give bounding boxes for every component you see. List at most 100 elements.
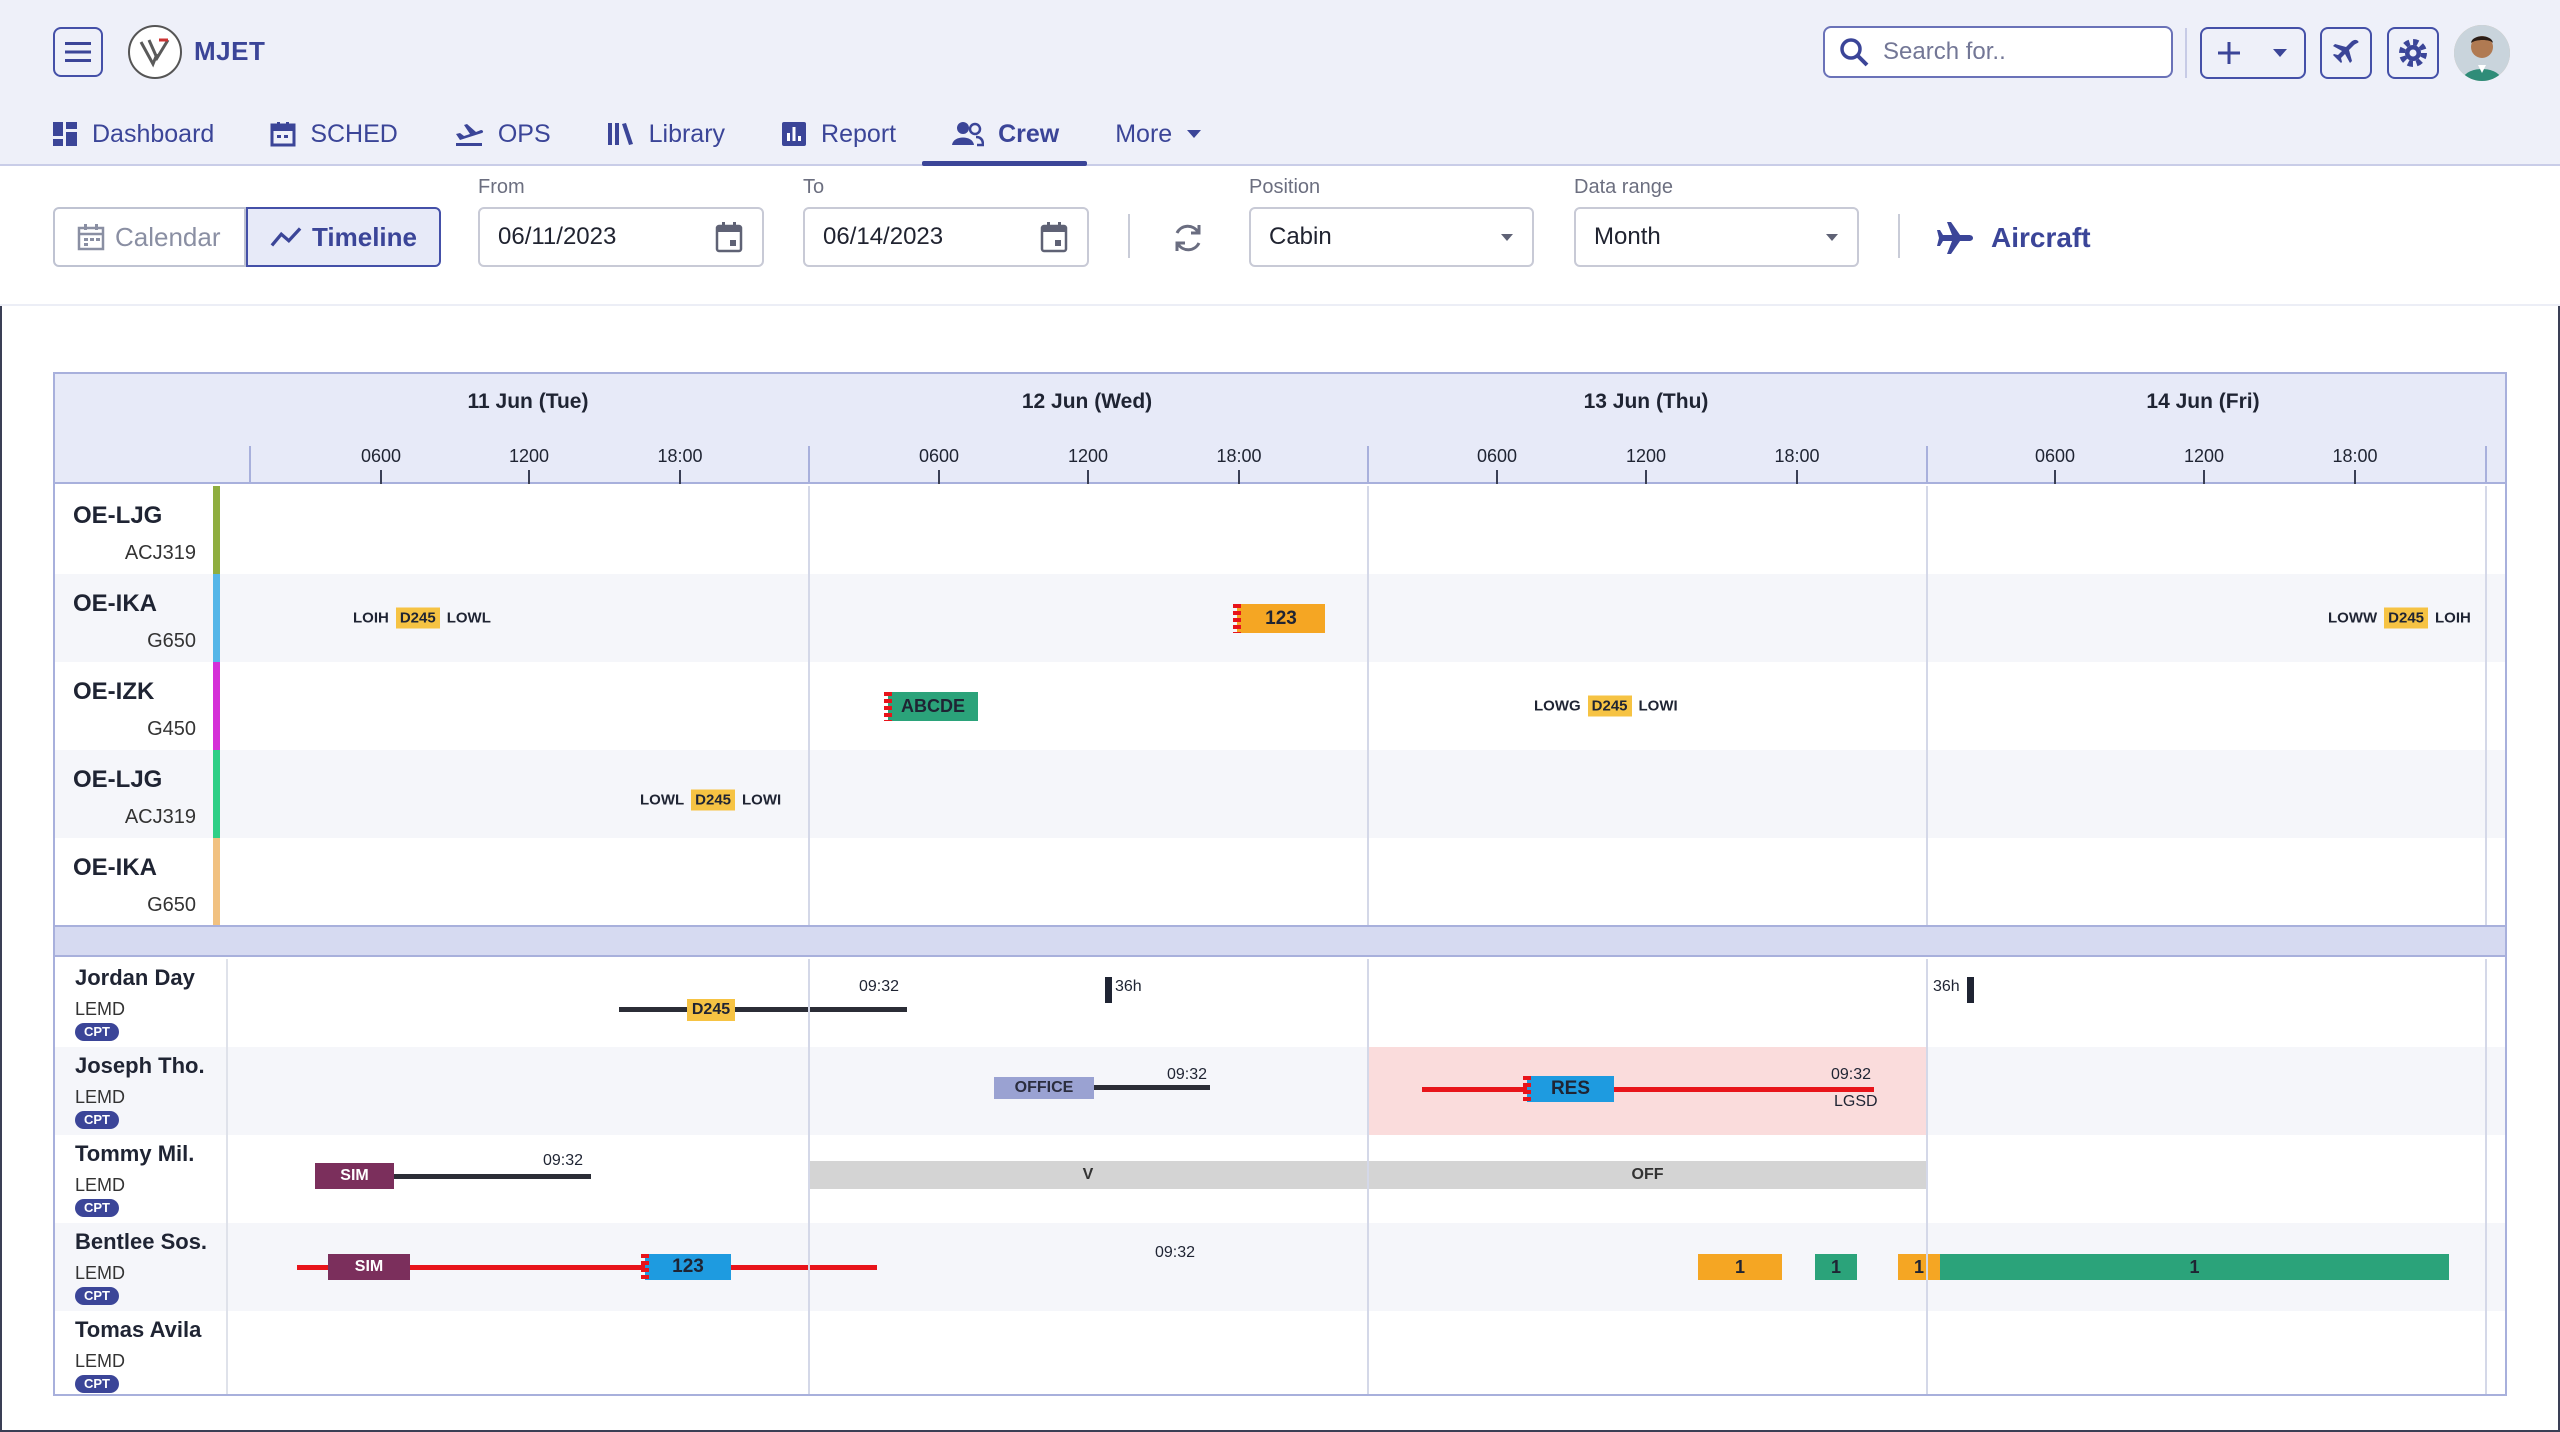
airplane-icon — [2333, 39, 2359, 63]
aircraft-color-strip — [213, 662, 220, 750]
tab-dashboard[interactable]: Dashboard — [52, 108, 214, 160]
hour-label: 18:00 — [657, 446, 703, 466]
day-divider — [1926, 446, 1928, 484]
crew-label-cell[interactable]: Jordan Day LEMD CPT — [55, 959, 228, 1047]
aircraft-label-cell[interactable]: OE-IKA G650 — [55, 838, 220, 926]
tab-sched[interactable]: SCHED — [270, 108, 398, 160]
aircraft-color-strip — [213, 574, 220, 662]
hour-tick — [1238, 470, 1240, 484]
search-box[interactable] — [1823, 26, 2173, 78]
aircraft-label-cell[interactable]: OE-LJG ACJ319 — [55, 486, 220, 574]
duty-chip[interactable]: RES — [1523, 1076, 1614, 1102]
duty-time: 09:32 — [1155, 1244, 1196, 1261]
aircraft-reg: OE-IZK — [73, 678, 155, 705]
aircraft-type: ACJ319 — [124, 542, 196, 564]
duty-chip[interactable]: 123 — [641, 1254, 731, 1280]
flight-button[interactable] — [2320, 27, 2372, 79]
flight-code: D245 — [395, 607, 440, 629]
flight-chip[interactable]: 123 — [1233, 604, 1325, 633]
duty-chip[interactable]: 1 — [1815, 1254, 1857, 1280]
duty-chip[interactable]: 1 — [1698, 1254, 1782, 1280]
flight-block[interactable]: LOWG D245 LOWI — [1534, 695, 1678, 717]
timeline-header: 11 Jun (Tue) 12 Jun (Wed) 13 Jun (Thu) 1… — [55, 374, 2505, 484]
add-dropdown-button[interactable] — [2256, 29, 2304, 77]
refresh-icon — [1175, 224, 1201, 252]
hour-tick — [1645, 470, 1647, 484]
crew-name: Joseph Tho. — [75, 1053, 205, 1078]
off-block[interactable]: OFF — [1369, 1161, 1926, 1189]
from-date-input[interactable] — [498, 223, 678, 251]
duty-chip[interactable]: SIM — [315, 1163, 394, 1189]
vacation-block[interactable]: V — [809, 1161, 1367, 1189]
to-date-field[interactable] — [803, 207, 1089, 267]
day-divider — [249, 446, 251, 484]
crew-label-cell[interactable]: Joseph Tho. LEMD CPT — [55, 1047, 228, 1135]
crew-label-cell[interactable]: Tomas Avila LEMD CPT — [55, 1311, 228, 1394]
rest-duration: 36h — [1115, 978, 1142, 995]
calendar-icon[interactable] — [714, 221, 744, 253]
tab-label: Report — [821, 119, 897, 148]
aircraft-type: ACJ319 — [124, 806, 196, 828]
tab-label: SCHED — [310, 119, 398, 148]
flight-origin: LOIH — [353, 609, 389, 627]
brand-name: MJET — [194, 36, 266, 66]
duty-line — [1422, 1087, 1874, 1092]
tab-library[interactable]: Library — [607, 108, 725, 160]
flight-destination: LOWI — [1638, 697, 1678, 715]
aircraft-label-cell[interactable]: OE-LJG ACJ319 — [55, 750, 220, 838]
to-date-input[interactable] — [823, 223, 1003, 251]
flight-block[interactable]: LOWL D245 LOWI — [640, 789, 781, 811]
aircraft-label-cell[interactable]: OE-IZK G450 — [55, 662, 220, 750]
duty-chip[interactable]: D245 — [687, 999, 735, 1021]
calendar-view-button[interactable]: Calendar — [53, 207, 246, 267]
duty-chip[interactable]: 1 — [1898, 1254, 1940, 1280]
tab-ops[interactable]: OPS — [454, 108, 551, 160]
duty-chip[interactable]: 1 — [1940, 1254, 2449, 1280]
day-divider — [808, 446, 810, 484]
tab-crew[interactable]: Crew — [922, 108, 1088, 166]
from-label: From — [478, 176, 525, 198]
duty-chip[interactable]: OFFICE — [994, 1077, 1094, 1099]
duty-chip[interactable]: SIM — [328, 1254, 410, 1280]
refresh-button[interactable] — [1162, 214, 1214, 262]
add-menu-button[interactable] — [2200, 27, 2306, 79]
flight-block[interactable]: LOWW D245 LOIH — [2328, 607, 2471, 629]
takeoff-icon — [455, 124, 483, 146]
from-date-field[interactable] — [478, 207, 764, 267]
hour-tick — [1087, 470, 1089, 484]
timeline-view-button[interactable]: Timeline — [246, 207, 441, 267]
crew-base: LEMD — [75, 999, 126, 1019]
crew-label-cell[interactable]: Tommy Mil. LEMD CPT — [55, 1135, 228, 1223]
crew-row: Tomas Avila LEMD CPT — [55, 1311, 2505, 1394]
hour-label: 1200 — [1067, 446, 1109, 466]
aircraft-label-cell[interactable]: OE-IKA G650 — [55, 574, 220, 662]
main-nav: Dashboard SCHED OPS Library Report Crew … — [52, 108, 1258, 166]
user-avatar[interactable] — [2454, 25, 2510, 81]
calendar-icon[interactable] — [1039, 221, 1069, 253]
tab-report[interactable]: Report — [781, 108, 896, 160]
aircraft-color-strip — [213, 750, 220, 838]
app-header: MJET Dashboard SCHED OPS — [0, 0, 2560, 166]
day-divider — [1926, 486, 1928, 925]
tab-more[interactable]: More — [1115, 108, 1202, 160]
crew-label-cell[interactable]: Bentlee Sos. LEMD CPT — [55, 1223, 228, 1311]
duty-line — [1094, 1085, 1210, 1090]
flight-block[interactable]: LOIH D245 LOWL — [353, 607, 491, 629]
header-divider — [2185, 28, 2187, 78]
caret-down-icon — [1501, 233, 1513, 241]
data-range-select[interactable]: Month — [1574, 207, 1859, 267]
gear-icon — [2399, 39, 2427, 67]
menu-button[interactable] — [53, 27, 103, 77]
duty-time: 09:32 — [1831, 1066, 1872, 1083]
settings-button[interactable] — [2387, 27, 2439, 79]
position-select[interactable]: Cabin — [1249, 207, 1534, 267]
search-input[interactable] — [1883, 38, 2153, 66]
flight-chip[interactable]: ABCDE — [884, 692, 978, 721]
aircraft-button[interactable]: Aircraft — [1935, 214, 2091, 262]
hour-tick — [1496, 470, 1498, 484]
aircraft-label: Aircraft — [1991, 222, 2091, 253]
duty-time: 09:32 — [543, 1152, 584, 1169]
add-button[interactable] — [2202, 29, 2256, 77]
day-divider — [1367, 446, 1369, 484]
duty-time: 09:32 — [859, 978, 900, 995]
